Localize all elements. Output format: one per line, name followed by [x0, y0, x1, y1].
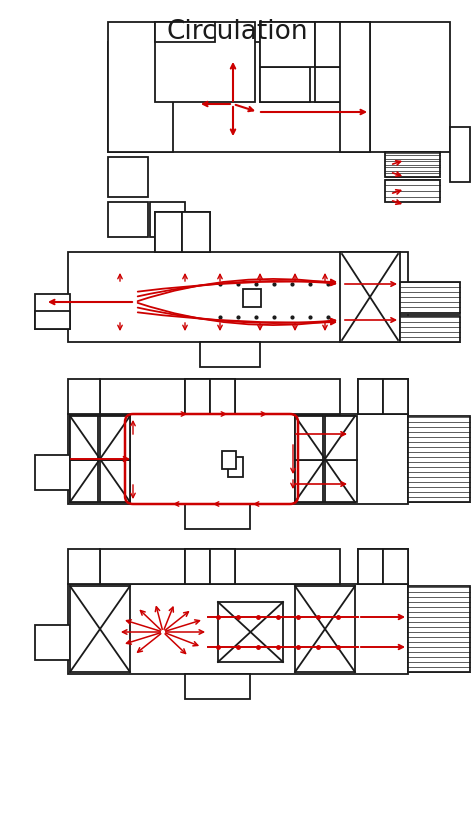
Bar [383, 549, 408, 584]
Bar [260, 22, 315, 67]
Bar [108, 42, 368, 152]
Bar [222, 451, 236, 469]
Bar [325, 460, 357, 502]
Bar [155, 212, 182, 252]
Bar [295, 586, 355, 672]
Bar [400, 282, 460, 314]
Bar [108, 22, 173, 152]
Bar [100, 549, 340, 584]
Bar [295, 416, 355, 502]
Bar [68, 254, 340, 340]
Bar [385, 180, 440, 202]
Bar [228, 457, 243, 477]
Bar [358, 549, 383, 584]
Bar [370, 22, 450, 152]
Bar [400, 316, 460, 342]
Bar [243, 289, 261, 307]
Bar [408, 586, 470, 672]
Bar [185, 504, 250, 529]
Bar [260, 22, 370, 102]
Bar [68, 379, 100, 414]
Bar [35, 311, 70, 329]
Bar [108, 202, 148, 237]
Bar [35, 294, 70, 329]
Text: Circulation: Circulation [166, 19, 308, 45]
Bar [35, 625, 70, 660]
Bar [340, 22, 370, 152]
Bar [70, 460, 98, 502]
Bar [150, 202, 185, 237]
Bar [385, 152, 440, 177]
Bar [340, 252, 400, 342]
Bar [68, 549, 100, 584]
Bar [130, 586, 293, 672]
Bar [408, 416, 470, 502]
Bar [185, 379, 210, 414]
Bar [100, 379, 340, 414]
Bar [210, 549, 235, 584]
Bar [100, 416, 130, 460]
Bar [108, 157, 148, 197]
Bar [185, 549, 210, 584]
Bar [218, 602, 283, 662]
Bar [295, 416, 323, 460]
Bar [325, 416, 357, 460]
Bar [155, 22, 215, 42]
Bar [70, 416, 98, 460]
Bar [68, 414, 408, 504]
Bar [450, 127, 470, 182]
Bar [35, 455, 70, 490]
Bar [68, 252, 408, 342]
Bar [358, 379, 408, 414]
Bar [315, 67, 370, 102]
Bar [155, 212, 210, 252]
Bar [200, 62, 275, 147]
Bar [70, 586, 130, 672]
Bar [182, 212, 210, 252]
Bar [185, 379, 235, 414]
Bar [210, 379, 235, 414]
Bar [70, 416, 130, 502]
Bar [155, 22, 255, 102]
Bar [295, 460, 323, 502]
Bar [100, 460, 130, 502]
Bar [185, 674, 250, 699]
Bar [315, 22, 370, 67]
Bar [358, 549, 408, 584]
Bar [68, 584, 408, 674]
Bar [185, 549, 235, 584]
Bar [260, 67, 310, 102]
Bar [358, 379, 383, 414]
Bar [383, 379, 408, 414]
Bar [130, 416, 293, 502]
Bar [200, 342, 260, 367]
